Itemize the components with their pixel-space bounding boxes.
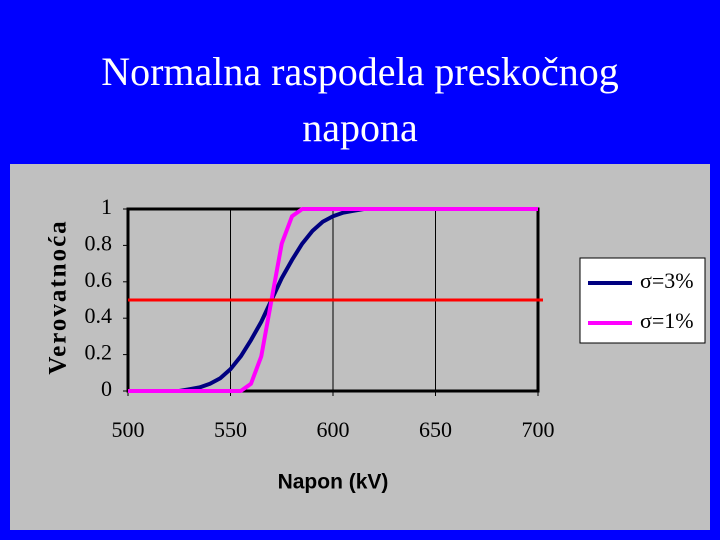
y-tick-label: 0.6	[85, 267, 113, 292]
legend-label: σ=3%	[640, 268, 694, 293]
legend-label: σ=1%	[640, 308, 694, 333]
x-axis-label: Napon (kV)	[278, 471, 389, 494]
y-tick-label: 0.2	[85, 340, 113, 365]
y-axis-label: Verovatnoća	[45, 219, 72, 374]
y-tick-label: 0	[101, 376, 112, 401]
y-tick-label: 1	[101, 194, 112, 219]
x-tick-label: 650	[419, 417, 452, 442]
x-tick-label: 500	[112, 417, 145, 442]
legend	[579, 257, 706, 344]
x-tick-label: 550	[214, 417, 247, 442]
y-tick-label: 0.4	[85, 303, 113, 328]
series-line	[128, 207, 538, 393]
x-tick-label: 600	[317, 417, 350, 442]
slide-title: Normalna raspodela preskočnog napona	[101, 49, 619, 150]
x-tick-label: 700	[522, 417, 555, 442]
y-tick-label: 0.8	[85, 230, 113, 255]
